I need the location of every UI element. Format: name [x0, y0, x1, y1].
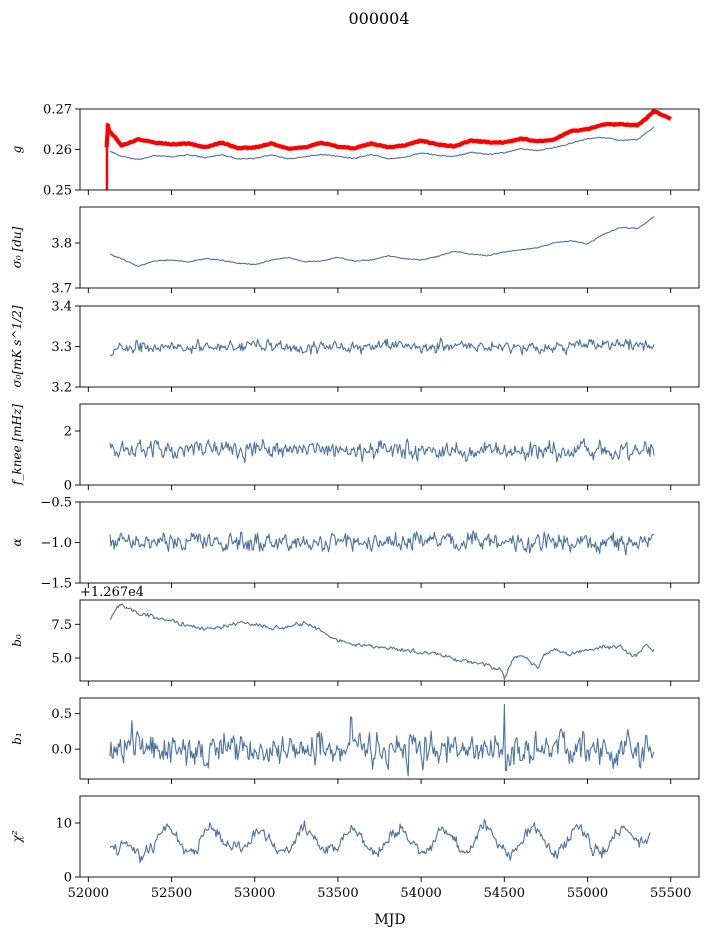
y-offset-label: +1.267e4: [80, 585, 144, 600]
y-tick-label: 0.0: [51, 743, 72, 758]
panel-7: 0.0 0.5 b₁: [10, 697, 700, 784]
y-tick-label: 0: [64, 479, 72, 494]
y-tick-label: 3.7: [51, 282, 72, 297]
series-line-1: [109, 703, 655, 777]
panel-5: −1.5 −1.0 −0.5 α: [10, 496, 700, 592]
y-tick-label: −0.5: [40, 496, 72, 511]
y-axis-label: σ₀ [du]: [10, 226, 24, 268]
panel-1: 0.25 0.26 0.27 g: [10, 103, 700, 199]
figure-title: 000004: [348, 9, 409, 28]
y-axis-label: α: [10, 538, 24, 546]
y-tick-label: 0.26: [43, 143, 72, 158]
y-tick-label: 0: [64, 871, 72, 886]
x-tick-label: 54500: [484, 886, 525, 901]
y-tick-label: 3.3: [51, 340, 72, 355]
y-tick-label: 2: [64, 425, 72, 440]
y-tick-label: 0.27: [43, 103, 72, 118]
series-line-1: [109, 438, 655, 463]
axes-frame: [79, 697, 700, 780]
panel-3: 3.2 3.3 3.4 σ₀[mK s^1/2]: [10, 300, 700, 396]
y-axis-label: σ₀[mK s^1/2]: [10, 305, 24, 387]
series-line-1: [109, 818, 651, 864]
y-tick-label: 3.8: [51, 237, 72, 252]
panel-4: 0 2 f_knee [mHz]: [10, 403, 700, 494]
x-tick-label: 54000: [400, 886, 441, 901]
axes-frame: [79, 206, 700, 289]
y-tick-label: 3.4: [51, 300, 72, 315]
series-line-1: [104, 109, 672, 151]
x-tick-label: 55000: [567, 886, 608, 901]
x-tick-label: 53500: [317, 886, 358, 901]
series-line-1: [109, 603, 655, 681]
y-axis-label: f_knee [mHz]: [10, 404, 24, 486]
series-line-1: [109, 530, 655, 556]
y-axis-label: χ²: [10, 830, 24, 843]
series-line-2: [109, 126, 655, 160]
y-tick-label: 0.25: [43, 184, 72, 199]
axes-frame: [79, 795, 700, 878]
series-line-1: [109, 216, 655, 268]
panel-6: 5.0 7.5 b₀ +1.267e4: [10, 585, 700, 686]
y-tick-label: 5.0: [51, 652, 72, 667]
y-tick-label: −1.0: [40, 536, 72, 551]
series-line-1: [109, 337, 655, 357]
x-tick-label: 53000: [234, 886, 275, 901]
panel-8: 52000 52500 53000 53500 54000 54500 55000 55500…: [10, 795, 700, 901]
x-axis-label: MJD: [374, 912, 405, 928]
y-tick-label: 3.2: [51, 381, 72, 396]
axes-frame: [79, 403, 700, 486]
axes-frame: [79, 599, 700, 682]
y-tick-label: −1.5: [40, 577, 72, 592]
y-axis-label: g: [10, 145, 24, 153]
y-axis-label: b₀: [10, 634, 24, 647]
axes-frame: [79, 108, 700, 191]
x-tick-label: 52000: [68, 886, 109, 901]
panels: 0.25 0.26 0.27 g 3.7 3.8 σ₀ [du] 3.2 3.3 3.4 σ₀[mK…: [10, 103, 700, 901]
panel-2: 3.7 3.8 σ₀ [du]: [10, 206, 700, 297]
x-tick-label: 55500: [650, 886, 691, 901]
y-axis-label: b₁: [10, 732, 24, 745]
y-tick-label: 10: [55, 817, 72, 832]
x-tick-label: 52500: [151, 886, 192, 901]
y-tick-label: 7.5: [51, 618, 72, 633]
y-tick-label: 0.5: [51, 707, 72, 722]
